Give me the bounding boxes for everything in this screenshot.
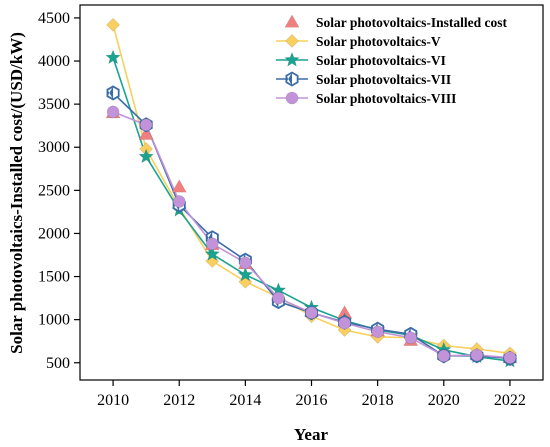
data-point-series-5 [172,195,186,208]
x-tick-label: 2016 [296,392,328,409]
x-tick-label: 2012 [163,392,195,409]
x-tick-label: 2022 [494,392,526,409]
legend-label: Solar photovoltaics-VI [316,53,446,68]
y-tick-label: 1500 [38,269,70,286]
legend-marker [285,34,299,48]
data-point-series-5 [139,118,153,132]
data-point-series-4 [106,85,120,101]
legend-marker [285,71,299,87]
data-point-series-5 [437,349,451,363]
hexagon-fill [286,72,292,86]
x-tick-label: 2018 [362,392,394,409]
y-tick-label: 3500 [38,96,70,113]
y-tick-label: 4500 [38,10,70,27]
x-tick-label: 2020 [428,392,460,409]
legend-label: Solar photovoltaics-VII [316,72,451,87]
legend-marker [284,14,300,28]
data-point-series-3 [105,49,121,65]
legend: Solar photovoltaics-Installed cost Solar … [276,14,508,106]
hexagon-fill [107,86,114,100]
y-tick-label: 1000 [38,312,70,329]
data-point-series-1 [171,179,187,193]
legend-marker [284,51,300,67]
data-point-series-5 [272,291,285,305]
data-point-series-2 [106,17,120,32]
legend-label: Solar photovoltaics-VIII [316,91,456,106]
data-point-series-5 [404,331,418,345]
x-axis-title: Year [294,425,328,444]
data-point-series-5 [371,325,384,339]
data-point-series-3 [204,245,221,261]
data-point-series-5 [338,316,351,330]
data-point-series-3 [237,266,254,282]
data-point-series-1 [138,126,154,140]
y-tick-label: 2000 [38,225,70,242]
data-point-series-3 [138,148,155,164]
data-point-series-5 [503,351,517,364]
y-tick-label: 2500 [38,182,70,199]
y-tick-label: 500 [46,355,70,372]
x-tick-label: 2014 [229,392,261,409]
series-markers [105,17,518,368]
y-axis-title: Solar photovoltaics-Installed cost/(USD/… [7,32,26,354]
x-tick-label: 2010 [97,392,129,409]
y-tick-label: 3000 [38,139,70,156]
legend-label: Solar photovoltaics-V [316,34,441,49]
data-point-series-5 [205,237,219,251]
data-point-series-5 [106,105,120,119]
legend-label: Solar photovoltaics-Installed cost [316,15,508,30]
y-tick-label: 4000 [38,53,70,70]
data-point-series-5 [305,306,318,320]
axis-ticks: 2010 2012 2014 2016 2018 2020 2022 500 1000 1500 2… [38,10,526,409]
plot-frame [79,4,544,381]
data-point-series-5 [239,256,252,270]
data-point-series-5 [470,348,484,362]
legend-marker [285,91,299,105]
